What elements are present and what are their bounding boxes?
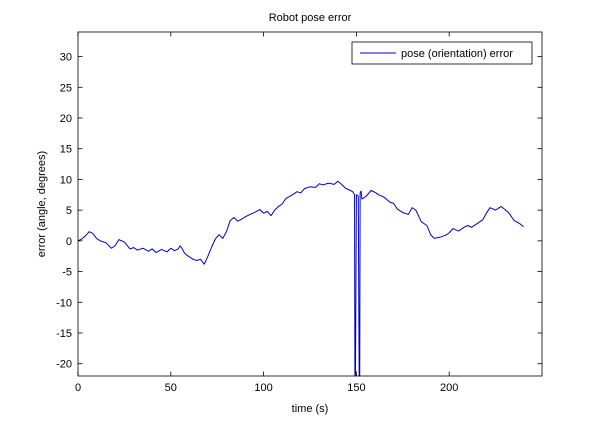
x-tick-label: 0 <box>75 382 81 394</box>
legend-box <box>351 41 533 65</box>
y-tick-label: -10 <box>56 297 72 309</box>
plot-area <box>78 32 542 376</box>
y-tick-label: 15 <box>60 144 72 156</box>
x-tick-label: 200 <box>440 382 458 394</box>
y-axis-label: error (angle, degrees) <box>36 151 48 257</box>
y-tick-label: 20 <box>60 113 72 125</box>
y-tick-label: 5 <box>66 205 72 217</box>
x-tick-label: 100 <box>254 382 272 394</box>
y-tick-label: 30 <box>60 52 72 64</box>
x-axis-label: time (s) <box>292 403 329 415</box>
series-layer <box>77 180 524 377</box>
x-tick-label: 150 <box>347 382 365 394</box>
axes-box <box>77 31 543 377</box>
legend-entry-label: pose (orientation) error <box>401 48 513 60</box>
axes-layer: 0 50 100 150 200 -20 -15 -10 -5 0 5 10 15 20 25 30 <box>56 31 543 394</box>
y-tick-label: -20 <box>56 359 72 371</box>
y-tick-label: 10 <box>60 174 72 186</box>
legend: pose (orientation) error <box>351 41 533 65</box>
series-line-0 <box>77 180 524 377</box>
y-tick-label: 25 <box>60 82 72 94</box>
chart-title: Robot pose error <box>269 12 352 24</box>
y-tick-label: -5 <box>62 267 72 279</box>
y-tick-label: -15 <box>56 328 72 340</box>
y-tick-label: 0 <box>66 236 72 248</box>
x-tick-label: 50 <box>165 382 177 394</box>
